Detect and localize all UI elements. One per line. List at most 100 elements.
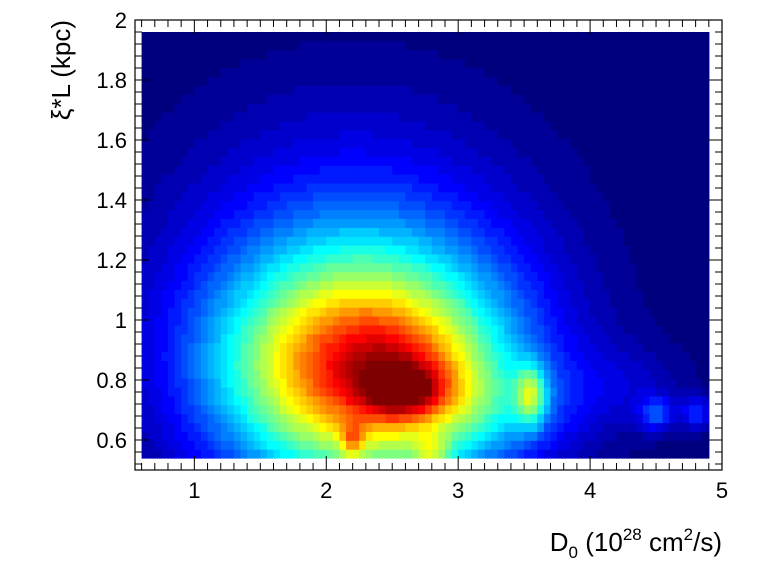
heatmap-cell <box>517 182 525 193</box>
heatmap-cell <box>412 76 420 86</box>
heatmap-cell <box>313 413 321 424</box>
heatmap-cell <box>306 369 314 379</box>
heatmap-cell <box>623 85 631 95</box>
heatmap-cell <box>583 182 591 193</box>
heatmap-cell <box>233 174 242 184</box>
heatmap-cell <box>497 58 505 69</box>
heatmap-cell <box>379 94 387 104</box>
heatmap-cell <box>662 111 670 122</box>
heatmap-cell <box>425 40 433 51</box>
heatmap-cell <box>319 147 327 157</box>
heatmap-cell <box>260 245 268 255</box>
heatmap-cell <box>656 253 664 264</box>
heatmap-cell <box>662 245 670 255</box>
heatmap-cell <box>510 395 519 406</box>
heatmap-cell <box>583 316 591 326</box>
heatmap-cell <box>200 431 209 441</box>
heatmap-cell <box>576 236 585 246</box>
heatmap-cell <box>379 245 387 255</box>
heatmap-cell <box>583 209 591 219</box>
heatmap-cell <box>365 289 374 299</box>
heatmap-cell <box>412 413 420 424</box>
heatmap-cell <box>570 404 578 415</box>
heatmap-cell <box>438 200 446 211</box>
heatmap-cell <box>550 67 558 77</box>
heatmap-cell <box>471 387 479 397</box>
heatmap-cell <box>695 395 703 406</box>
heatmap-cell <box>491 200 499 211</box>
heatmap-cell <box>352 85 360 95</box>
heatmap-cell <box>689 58 697 69</box>
heatmap-cell <box>590 280 598 290</box>
heatmap-cell <box>557 387 565 397</box>
heatmap-cell <box>689 227 697 237</box>
heatmap-cell <box>299 76 308 86</box>
heatmap-cell <box>510 369 519 379</box>
heatmap-cell <box>695 324 703 335</box>
heatmap-cell <box>557 378 565 388</box>
heatmap-cell <box>286 147 294 157</box>
heatmap-cell <box>313 111 321 122</box>
heatmap-cell <box>491 289 499 299</box>
heatmap-cell <box>181 440 189 450</box>
heatmap-cell <box>412 404 420 415</box>
heatmap-cell <box>385 200 393 211</box>
heatmap-cell <box>576 316 585 326</box>
heatmap-cell <box>418 449 426 459</box>
heatmap-cell <box>537 58 545 69</box>
heatmap-cell <box>299 111 308 122</box>
heatmap-cell <box>662 191 670 202</box>
heatmap-cell <box>181 271 189 282</box>
heatmap-cell <box>154 245 162 255</box>
heatmap-cell <box>273 431 281 441</box>
heatmap-cell <box>227 431 235 441</box>
heatmap-cell <box>141 431 149 441</box>
heatmap-cell <box>286 387 294 397</box>
heatmap-cell <box>484 253 492 264</box>
heatmap-cell <box>194 387 202 397</box>
heatmap-cell <box>339 245 347 255</box>
heatmap-cell <box>167 395 176 406</box>
heatmap-cell <box>293 449 301 459</box>
heatmap-cell <box>438 431 446 441</box>
heatmap-cell <box>583 67 591 77</box>
heatmap-cell <box>220 289 228 299</box>
heatmap-cell <box>392 58 400 69</box>
heatmap-cell <box>379 67 387 77</box>
heatmap-cell <box>669 360 677 370</box>
heatmap-cell <box>491 49 499 60</box>
heatmap-cell <box>372 387 380 397</box>
heatmap-cell <box>253 165 261 175</box>
heatmap-cell <box>510 404 519 415</box>
heatmap-cell <box>550 120 558 131</box>
heatmap-cell <box>451 404 459 415</box>
heatmap-cell <box>629 289 637 299</box>
heatmap-cell <box>464 245 472 255</box>
heatmap-cell <box>286 351 294 361</box>
heatmap-cell <box>326 236 334 246</box>
heatmap-cell <box>669 67 677 77</box>
heatmap-cell <box>313 342 321 353</box>
heatmap-cell <box>642 85 651 95</box>
heatmap-cell <box>174 120 182 131</box>
heatmap-cell <box>214 378 222 388</box>
heatmap-cell <box>524 324 532 335</box>
heatmap-cell <box>392 138 400 148</box>
heatmap-cell <box>497 191 505 202</box>
heatmap-cell <box>570 271 578 282</box>
heatmap-cell <box>266 316 275 326</box>
heatmap-cell <box>471 182 479 193</box>
heatmap-cell <box>623 191 631 202</box>
heatmap-cell <box>385 236 393 246</box>
heatmap-cell <box>675 67 684 77</box>
heatmap-cell <box>537 200 545 211</box>
heatmap-cell <box>662 156 670 166</box>
heatmap-cell <box>385 138 393 148</box>
heatmap-cell <box>332 165 341 175</box>
heatmap-cell <box>510 32 519 42</box>
heatmap-cell <box>662 218 670 228</box>
heatmap-cell <box>682 395 690 406</box>
heatmap-cell <box>313 129 321 140</box>
heatmap-cell <box>372 191 380 202</box>
heatmap-cell <box>385 324 393 335</box>
